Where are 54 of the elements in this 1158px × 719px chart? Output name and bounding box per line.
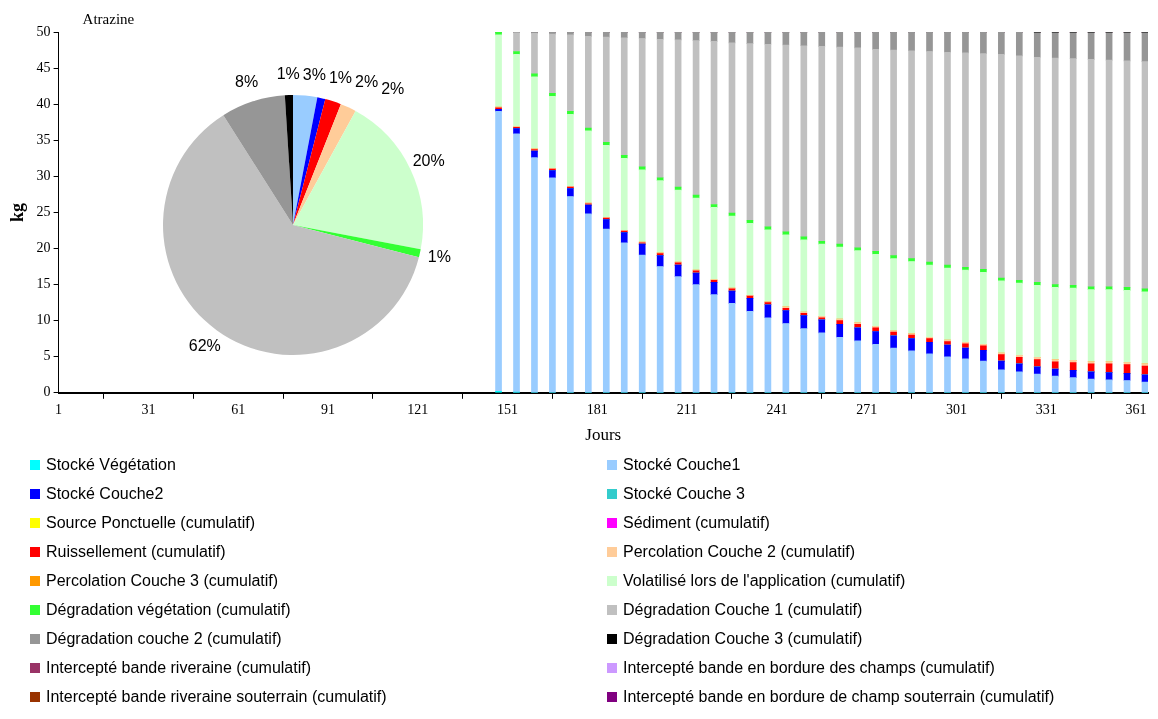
legend-label: Dégradation végétation (cumulatif) [46, 601, 291, 619]
y-tick-label: 35 [36, 131, 51, 147]
data-label: 1% [276, 65, 300, 83]
x-tick-label: 181 [586, 401, 608, 417]
legend-label: Percolation Couche 3 (cumulatif) [46, 572, 279, 590]
legend-label: Stocké Couche 3 [623, 485, 745, 503]
y-tick-label: 30 [36, 167, 51, 183]
x-tick-label: 31 [141, 401, 156, 417]
data-label: 2% [355, 72, 379, 90]
x-tick-label: 91 [320, 401, 335, 417]
legend-label: Sédiment (cumulatif) [623, 514, 770, 532]
x-tick-label: 301 [945, 401, 967, 417]
legend-label: Percolation Couche 2 (cumulatif) [623, 543, 856, 561]
legend-label: Intercepté bande riveraine (cumulatif) [46, 659, 312, 677]
x-tick-label: 241 [766, 401, 788, 417]
x-tick-label: 1 [55, 401, 63, 417]
data-label: 1% [427, 248, 451, 266]
legend-label: Ruissellement (cumulatif) [46, 543, 226, 561]
y-tick-label: 5 [43, 348, 51, 364]
y-tick-label: 45 [36, 59, 51, 75]
legend-label: Stocké Végétation [46, 456, 176, 474]
legend-label: Stocké Couche2 [46, 485, 164, 503]
x-tick-label: 121 [407, 401, 429, 417]
chart-title: Atrazine [82, 11, 135, 28]
data-label: 8% [235, 72, 259, 90]
x-tick-label: 61 [231, 401, 246, 417]
x-tick-label: 211 [676, 401, 698, 417]
legend-label: Source Ponctuelle (cumulatif) [46, 514, 255, 532]
data-label: 1% [328, 69, 353, 87]
legend-label: Stocké Couche1 [623, 456, 741, 474]
data-label: 20% [412, 151, 445, 169]
y-tick-label: 15 [36, 276, 51, 292]
legend-label: Intercepté bande en bordure des champs (cumulatif) [623, 659, 995, 677]
legend-label: Dégradation Couche 3 (cumulatif) [623, 630, 863, 648]
y-tick-label: 20 [36, 240, 51, 256]
legend-label: Intercepté bande riveraine souterrain (cumulatif) [46, 688, 387, 706]
data-label: 2% [381, 79, 405, 97]
x-tick-label: 151 [497, 401, 519, 417]
legend-label: Intercepté bande en bordure de champ souterrain (cumulatif) [623, 688, 1055, 706]
data-label: 3% [302, 66, 326, 84]
y-tick-label: 40 [36, 95, 51, 111]
y-tick-label: 0 [43, 384, 51, 400]
x-tick-label: 331 [1035, 401, 1057, 417]
x-axis-title: Jours [585, 425, 622, 445]
data-label: 62% [188, 336, 221, 354]
y-tick-label: 50 [36, 23, 51, 39]
legend-label: Dégradation Couche 1 (cumulatif) [623, 601, 863, 619]
y-axis-title: kg [7, 202, 28, 222]
legend-label: Volatilisé lors de l'application (cumulatif) [623, 572, 906, 590]
y-tick-label: 25 [36, 204, 51, 220]
y-tick-label: 10 [36, 312, 51, 328]
legend-label: Dégradation couche 2 (cumulatif) [46, 630, 282, 648]
x-tick-label: 361 [1125, 401, 1147, 417]
x-tick-label: 271 [856, 401, 878, 417]
